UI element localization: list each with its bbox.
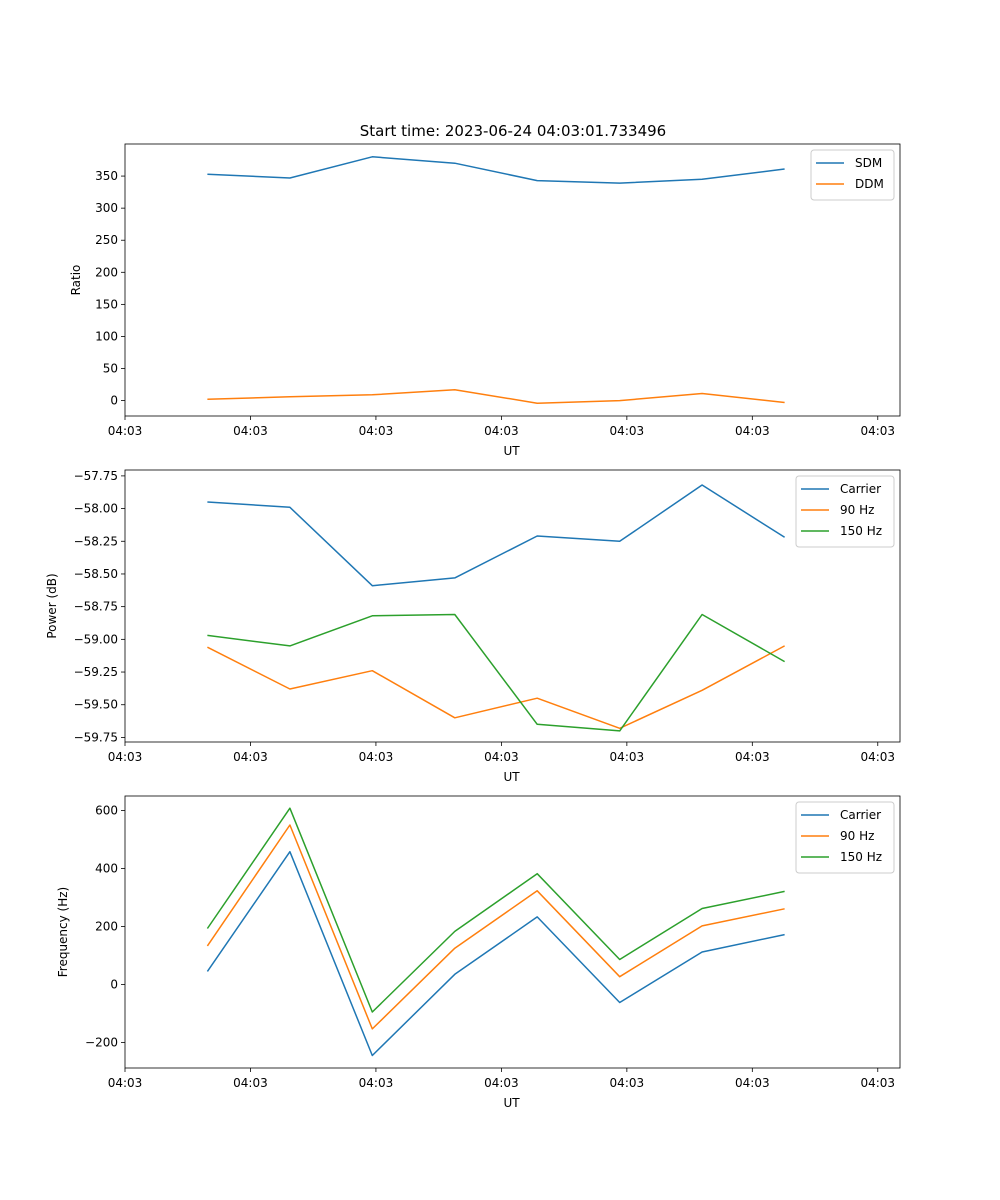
series-line-carrier (207, 484, 786, 587)
x-tick-label: 04:03 (735, 750, 770, 764)
series-line-sdm (207, 156, 785, 184)
figure-title: Start time: 2023-06-24 04:03:01.733496 (360, 122, 666, 140)
x-tick-label: 04:03 (233, 1076, 268, 1090)
y-tick-label: −57.75 (74, 469, 118, 483)
x-tick-label: 04:03 (610, 1076, 645, 1090)
x-tick-label: 04:03 (860, 750, 895, 764)
x-tick-label: 04:03 (484, 424, 519, 438)
y-tick-label: −58.00 (74, 502, 118, 516)
y-tick-label: 0 (110, 977, 118, 991)
y-tick-label: −58.75 (74, 600, 118, 614)
y-axis-label: Ratio (69, 265, 83, 296)
x-tick-label: 04:03 (610, 424, 645, 438)
y-tick-label: 100 (95, 329, 118, 343)
x-tick-label: 04:03 (359, 750, 394, 764)
legend-label: Carrier (840, 808, 881, 822)
y-tick-label: 300 (95, 201, 118, 215)
y-tick-label: 200 (95, 265, 118, 279)
legend-label: Carrier (840, 482, 881, 496)
y-tick-label: 50 (103, 362, 118, 376)
y-tick-label: −59.00 (74, 632, 118, 646)
legend-label: DDM (855, 177, 884, 191)
y-tick-label: 250 (95, 233, 118, 247)
x-tick-label: 04:03 (735, 1076, 770, 1090)
x-tick-label: 04:03 (484, 1076, 519, 1090)
x-tick-label: 04:03 (108, 1076, 143, 1090)
legend-label: SDM (855, 156, 882, 170)
y-tick-label: −200 (85, 1035, 118, 1049)
y-tick-label: −59.25 (74, 665, 118, 679)
series-line-90-hz (207, 645, 785, 730)
x-axis-label: UT (503, 444, 520, 458)
series-line-90-hz (206, 824, 785, 1030)
axes-frame (124, 143, 901, 417)
y-tick-label: 350 (95, 169, 118, 183)
y-tick-label: −59.75 (74, 730, 118, 744)
legend-label: 90 Hz (840, 829, 874, 843)
series-line-carrier (206, 850, 785, 1057)
y-tick-label: −59.50 (74, 698, 118, 712)
x-tick-label: 04:03 (359, 1076, 394, 1090)
y-tick-label: −58.25 (74, 534, 118, 548)
x-tick-label: 04:03 (233, 424, 268, 438)
chart-panel-3: 04:03 04:03 04:03 04:03 04:03 04:03 04:03 −200 0… (56, 795, 901, 1110)
axes-frame (124, 469, 901, 743)
x-tick-label: 04:03 (610, 750, 645, 764)
x-tick-label: 04:03 (860, 424, 895, 438)
legend (795, 801, 895, 874)
legend-label: 90 Hz (840, 503, 874, 517)
x-tick-label: 04:03 (233, 750, 268, 764)
x-tick-label: 04:03 (108, 424, 143, 438)
series-line-ddm (207, 388, 785, 404)
y-tick-label: 600 (95, 803, 118, 817)
series-line-150-hz (207, 613, 785, 732)
y-tick-label: −58.50 (74, 567, 118, 581)
y-axis-label: Power (dB) (45, 573, 59, 638)
x-tick-label: 04:03 (860, 1076, 895, 1090)
y-tick-label: 0 (110, 394, 118, 408)
x-axis-label: UT (503, 1096, 520, 1110)
y-axis-label: Frequency (Hz) (56, 887, 70, 978)
legend-label: 150 Hz (840, 524, 882, 538)
chart-panel-1: 04:03 04:03 04:03 04:03 04:03 04:03 04:03 0 50 10… (69, 143, 901, 458)
x-tick-label: 04:03 (484, 750, 519, 764)
series-line-150-hz (206, 807, 785, 1013)
chart-panel-2: 04:03 04:03 04:03 04:03 04:03 04:03 04:03 −59.7… (45, 469, 901, 784)
y-tick-label: 400 (95, 861, 118, 875)
panels: 04:03 04:03 04:03 04:03 04:03 04:03 04:03 0 50 10… (45, 143, 901, 1110)
legend-label: 150 Hz (840, 850, 882, 864)
x-tick-label: 04:03 (735, 424, 770, 438)
axes-frame (124, 795, 901, 1069)
x-tick-label: 04:03 (108, 750, 143, 764)
y-tick-label: 150 (95, 297, 118, 311)
x-axis-label: UT (503, 770, 520, 784)
legend (795, 475, 895, 548)
x-tick-label: 04:03 (359, 424, 394, 438)
y-tick-label: 200 (95, 919, 118, 933)
